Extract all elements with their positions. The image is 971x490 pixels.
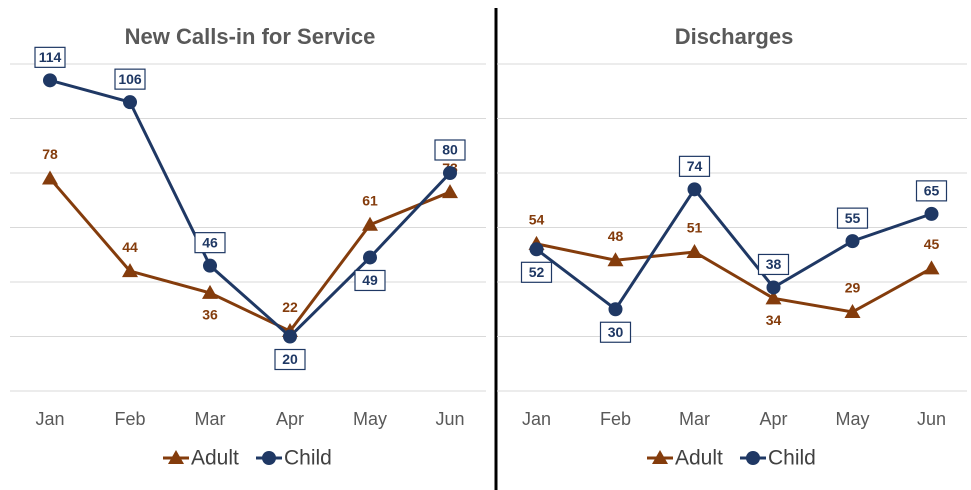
label-box	[915, 180, 948, 202]
series-line	[49, 78, 452, 339]
legend-label: Child	[768, 447, 816, 470]
x-tick-label: Apr	[276, 409, 304, 429]
data-label: 46	[202, 234, 218, 250]
data-label: 44	[122, 239, 138, 255]
x-tick-label: Feb	[114, 409, 145, 429]
data-label: 52	[529, 264, 545, 280]
data-label: 74	[687, 158, 703, 174]
data-label: 38	[766, 256, 782, 272]
data-label-box: 46	[194, 232, 226, 254]
data-label: 106	[118, 71, 142, 87]
data-label: 80	[442, 142, 458, 158]
data-label: 20	[282, 351, 298, 367]
chart-title: Discharges	[675, 24, 794, 49]
data-label: 51	[687, 220, 703, 236]
data-label-box: 55	[836, 207, 869, 229]
marker	[924, 206, 939, 221]
legend-marker	[652, 450, 668, 464]
chart-title: New Calls-in for Service	[125, 24, 376, 49]
data-label: 78	[42, 146, 58, 162]
x-tick-label: Apr	[759, 409, 787, 429]
data-label-box: 20	[274, 348, 306, 371]
legend-marker	[262, 451, 276, 465]
marker	[363, 250, 377, 265]
data-label-box: 38	[757, 253, 790, 276]
data-label: 30	[608, 324, 624, 340]
x-tick-label: Mar	[679, 409, 710, 429]
x-tick-label: May	[835, 409, 869, 429]
label-box	[274, 348, 306, 371]
x-tick-label: Jan	[35, 409, 64, 429]
marker	[362, 216, 378, 231]
data-label: 34	[766, 312, 782, 328]
marker	[529, 242, 544, 257]
data-label: 48	[608, 228, 624, 244]
data-label: 36	[202, 307, 218, 323]
data-label: 114	[39, 49, 62, 65]
data-label-box: 114	[34, 46, 66, 68]
marker	[765, 290, 782, 305]
data-label: 54	[529, 212, 545, 228]
x-tick-label: Jun	[917, 409, 946, 429]
legend-label: Child	[284, 447, 332, 470]
marker	[202, 284, 218, 299]
legend-marker	[746, 451, 760, 465]
marker	[123, 95, 137, 110]
series-line	[48, 177, 451, 333]
marker	[42, 170, 58, 185]
marker	[923, 260, 940, 275]
marker	[844, 303, 861, 318]
label-box	[599, 321, 632, 343]
marker	[443, 166, 457, 180]
data-label: 65	[924, 183, 940, 199]
marker	[608, 302, 623, 317]
data-label-box: 30	[599, 321, 632, 343]
label-box	[354, 269, 386, 292]
marker	[203, 258, 217, 273]
data-label: 55	[845, 210, 861, 226]
x-tick-label: Jan	[522, 409, 551, 429]
marker	[607, 252, 624, 267]
data-label: 45	[924, 236, 940, 252]
data-label: 29	[845, 280, 861, 296]
marker	[442, 184, 458, 199]
x-tick-label: Feb	[600, 409, 631, 429]
x-tick-label: May	[353, 409, 387, 429]
data-label-box: 80	[434, 139, 466, 161]
legend-label: Adult	[675, 447, 723, 470]
x-tick-label: Jun	[435, 409, 464, 429]
marker	[122, 263, 138, 278]
data-label: 22	[282, 299, 298, 315]
marker	[686, 244, 703, 259]
data-label-box: 106	[114, 68, 146, 90]
label-box	[434, 139, 466, 161]
data-label-box: 65	[915, 180, 948, 202]
series-line	[535, 186, 932, 312]
data-label-box: 74	[678, 155, 711, 177]
label-box	[836, 207, 869, 229]
label-box	[678, 155, 711, 177]
data-label-box: 49	[354, 269, 386, 292]
label-box	[757, 253, 790, 276]
data-label: 49	[362, 272, 378, 288]
marker	[43, 73, 57, 88]
data-label-box: 52	[520, 261, 553, 283]
marker	[845, 234, 860, 249]
marker	[283, 329, 297, 344]
x-tick-label: Mar	[195, 409, 226, 429]
label-box	[520, 261, 553, 283]
marker	[687, 182, 702, 197]
label-box	[194, 232, 226, 254]
marker	[766, 280, 781, 295]
legend-marker	[168, 450, 184, 464]
data-label: 61	[362, 192, 378, 208]
series-line	[536, 242, 933, 314]
label-box	[114, 68, 146, 90]
label-box	[34, 46, 66, 68]
legend-label: Adult	[191, 447, 239, 470]
